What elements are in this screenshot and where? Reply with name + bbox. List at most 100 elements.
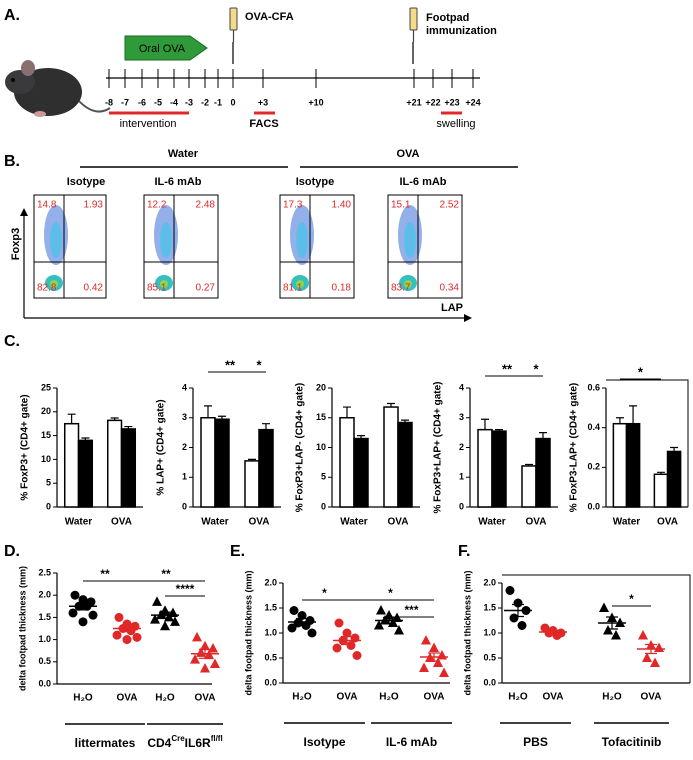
bar bbox=[612, 422, 628, 508]
group-label: PBS bbox=[523, 735, 548, 749]
y-axis-label: delta footpad thickness (mm) bbox=[462, 570, 472, 695]
data-point bbox=[210, 658, 220, 669]
y-tick-label: 1.0 bbox=[264, 627, 277, 637]
x-tick-label: OVA bbox=[657, 517, 678, 528]
x-tick-label: Water bbox=[478, 517, 506, 528]
bar bbox=[477, 428, 493, 508]
flow-density bbox=[160, 280, 168, 288]
data-point bbox=[332, 643, 342, 653]
x-tick-label: Water bbox=[65, 517, 93, 528]
y-tick-label: 0 bbox=[459, 501, 464, 511]
quadrant-value: 15.1 bbox=[391, 200, 411, 211]
treatment-label: Isotype bbox=[67, 176, 106, 188]
bar bbox=[63, 422, 80, 508]
significance-label: * bbox=[388, 586, 393, 600]
data-point bbox=[517, 621, 527, 630]
data-point bbox=[122, 635, 132, 645]
data-point bbox=[429, 642, 439, 652]
y-tick-label: 1.5 bbox=[483, 602, 496, 612]
timeline-tick-label: -3 bbox=[185, 97, 193, 107]
bar bbox=[120, 428, 137, 508]
bar bbox=[625, 422, 641, 508]
y-tick-label: 0.5 bbox=[483, 652, 496, 662]
y-tick-label: 15 bbox=[316, 412, 326, 422]
data-point bbox=[421, 635, 431, 645]
data-point bbox=[650, 657, 660, 667]
data-point bbox=[192, 631, 202, 642]
y-tick-label: 2.0 bbox=[38, 590, 51, 600]
panel-label: E. bbox=[230, 543, 245, 560]
data-point bbox=[289, 606, 299, 615]
sem-bar bbox=[121, 624, 133, 633]
quadrant-value: 14.8 bbox=[37, 200, 57, 211]
error-bar bbox=[204, 405, 212, 418]
panel-label: F. bbox=[458, 543, 470, 560]
sem-bar bbox=[341, 635, 353, 646]
quadrant-value: 1.93 bbox=[84, 200, 104, 211]
bar bbox=[353, 437, 369, 508]
error-bar bbox=[248, 458, 256, 461]
y-tick-label: 20 bbox=[41, 406, 51, 416]
data-point bbox=[68, 608, 78, 618]
y-tick-label: 0.0 bbox=[264, 677, 277, 687]
error-bar bbox=[401, 419, 409, 423]
data-point bbox=[112, 630, 122, 640]
data-point bbox=[200, 640, 210, 651]
y-tick-label: 0.6 bbox=[587, 382, 600, 392]
y-tick-label: 5 bbox=[46, 478, 51, 488]
syringe bbox=[229, 7, 238, 31]
error-bar bbox=[218, 415, 226, 420]
quadrant-value: 17.3 bbox=[283, 200, 303, 211]
x-tick-label: OVA bbox=[111, 517, 132, 528]
mouse-head bbox=[5, 70, 35, 94]
flow-y-label: Foxp3 bbox=[10, 228, 22, 260]
flow-density bbox=[404, 280, 412, 288]
quadrant-value: 2.52 bbox=[440, 200, 460, 211]
group-label: IL-6 mAb bbox=[386, 735, 437, 749]
x-tick-label: H₂O bbox=[155, 693, 175, 704]
x-tick-label: Water bbox=[613, 517, 641, 528]
x-tick-label: OVA bbox=[337, 692, 358, 703]
x-tick-label: OVA bbox=[249, 517, 270, 528]
x-tick-label: H₂O bbox=[508, 692, 528, 703]
bar bbox=[200, 417, 216, 508]
mouse-ear bbox=[21, 60, 35, 76]
x-tick-label: H₂O bbox=[379, 692, 399, 703]
group-label-part: Cre bbox=[171, 734, 185, 743]
timeline-tick-label: +3 bbox=[258, 97, 268, 107]
data-point bbox=[164, 611, 174, 622]
y-axis-label: % FoxP3+LAP- (CD4+ gate) bbox=[295, 383, 306, 512]
data-point bbox=[70, 590, 80, 600]
data-point bbox=[126, 626, 136, 636]
sem-bar bbox=[296, 617, 308, 627]
quadrant-value: 0.27 bbox=[196, 283, 216, 294]
error-bar bbox=[343, 406, 351, 418]
timeline-tick-label: +21 bbox=[406, 97, 421, 107]
y-tick-label: 0.5 bbox=[264, 652, 277, 662]
significance-label: * bbox=[629, 592, 634, 606]
mouse-tail bbox=[77, 99, 111, 113]
y-tick-label: 0.0 bbox=[38, 678, 51, 688]
group-header: Water bbox=[168, 148, 199, 160]
syringe bbox=[409, 7, 418, 31]
x-tick-label: Water bbox=[340, 517, 368, 528]
data-point bbox=[505, 586, 515, 595]
y-tick-label: 0 bbox=[182, 501, 187, 511]
x-tick-label: OVA bbox=[424, 692, 445, 703]
y-tick-label: 0.2 bbox=[587, 462, 600, 472]
flow-density bbox=[160, 222, 172, 258]
data-point bbox=[374, 620, 384, 630]
quadrant-value: 85.1 bbox=[147, 283, 167, 294]
significance-label: * bbox=[638, 364, 644, 379]
data-point bbox=[388, 617, 398, 627]
error-bar bbox=[81, 437, 90, 441]
error-bar bbox=[525, 463, 533, 466]
significance-label: * bbox=[256, 357, 262, 372]
error-bar bbox=[656, 471, 665, 475]
arrow-label: Oral OVA bbox=[139, 43, 186, 55]
bar bbox=[258, 428, 274, 508]
group-label: CD4CreIL6Rfl/fl bbox=[147, 734, 222, 750]
data-point bbox=[152, 596, 162, 606]
data-point bbox=[160, 620, 170, 631]
